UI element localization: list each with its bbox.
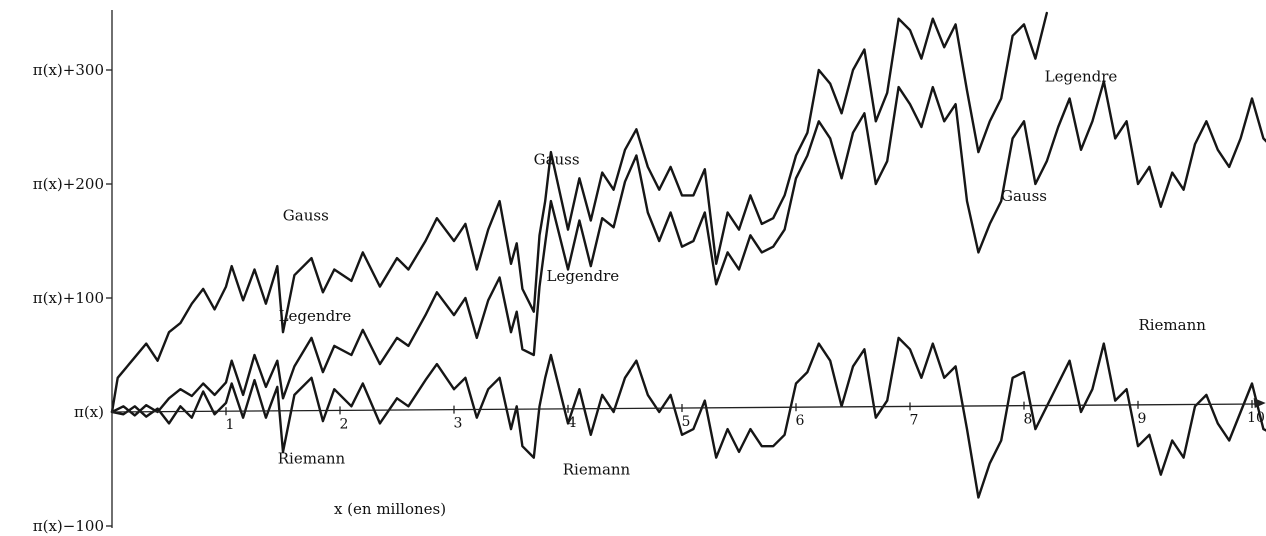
x-tick-label: 2 (340, 416, 349, 432)
x-tick-label: 9 (1138, 411, 1147, 427)
x-tick-label: 7 (910, 412, 919, 428)
y-ticks: π(x)+300 π(x)+200 π(x)+100 π(x) π(x)−100 (33, 61, 112, 535)
x-ticks: 1 2 3 4 5 6 7 8 9 10 (225, 400, 1265, 433)
x-tick-label: 8 (1024, 412, 1033, 428)
x-axis-arrowhead (1253, 398, 1266, 408)
y-tick-label: π(x) (74, 403, 104, 421)
series-label-riemann: Riemann (278, 449, 346, 467)
series-line-legendre (110, 80, 1266, 417)
series-label-legendre: Legendre (546, 267, 619, 285)
series-label-riemann: Riemann (1138, 316, 1206, 334)
chart-lines (110, 11, 1266, 499)
x-tick-label: 1 (226, 417, 235, 433)
chart-axes (111, 10, 1266, 528)
x-tick-label: 4 (568, 415, 577, 431)
y-tick-label: π(x)−100 (33, 517, 104, 535)
series-line-gauss (110, 11, 1048, 414)
series-label-gauss: Gauss (1001, 187, 1047, 205)
x-tick-label: 3 (454, 416, 463, 432)
x-tick-label: 10 (1247, 410, 1265, 426)
x-tick-label: 6 (796, 413, 805, 429)
y-tick-label: π(x)+200 (33, 175, 104, 193)
series-label-gauss: Gauss (283, 206, 329, 224)
series-label-legendre: Legendre (1045, 67, 1118, 85)
series-line-riemann (110, 336, 1266, 499)
y-tick-label: π(x)+100 (33, 289, 104, 307)
x-tick-label: 5 (682, 414, 691, 430)
series-label-gauss: Gauss (534, 151, 580, 169)
x-axis-title: x (en millones) (334, 500, 446, 518)
series-label-legendre: Legendre (279, 307, 352, 325)
x-axis-line (111, 403, 1258, 413)
series-labels: Gauss Gauss Gauss Legendre Legendre Legendre R… (278, 67, 1206, 478)
y-tick-label: π(x)+300 (33, 61, 104, 79)
series-label-riemann: Riemann (563, 461, 631, 479)
